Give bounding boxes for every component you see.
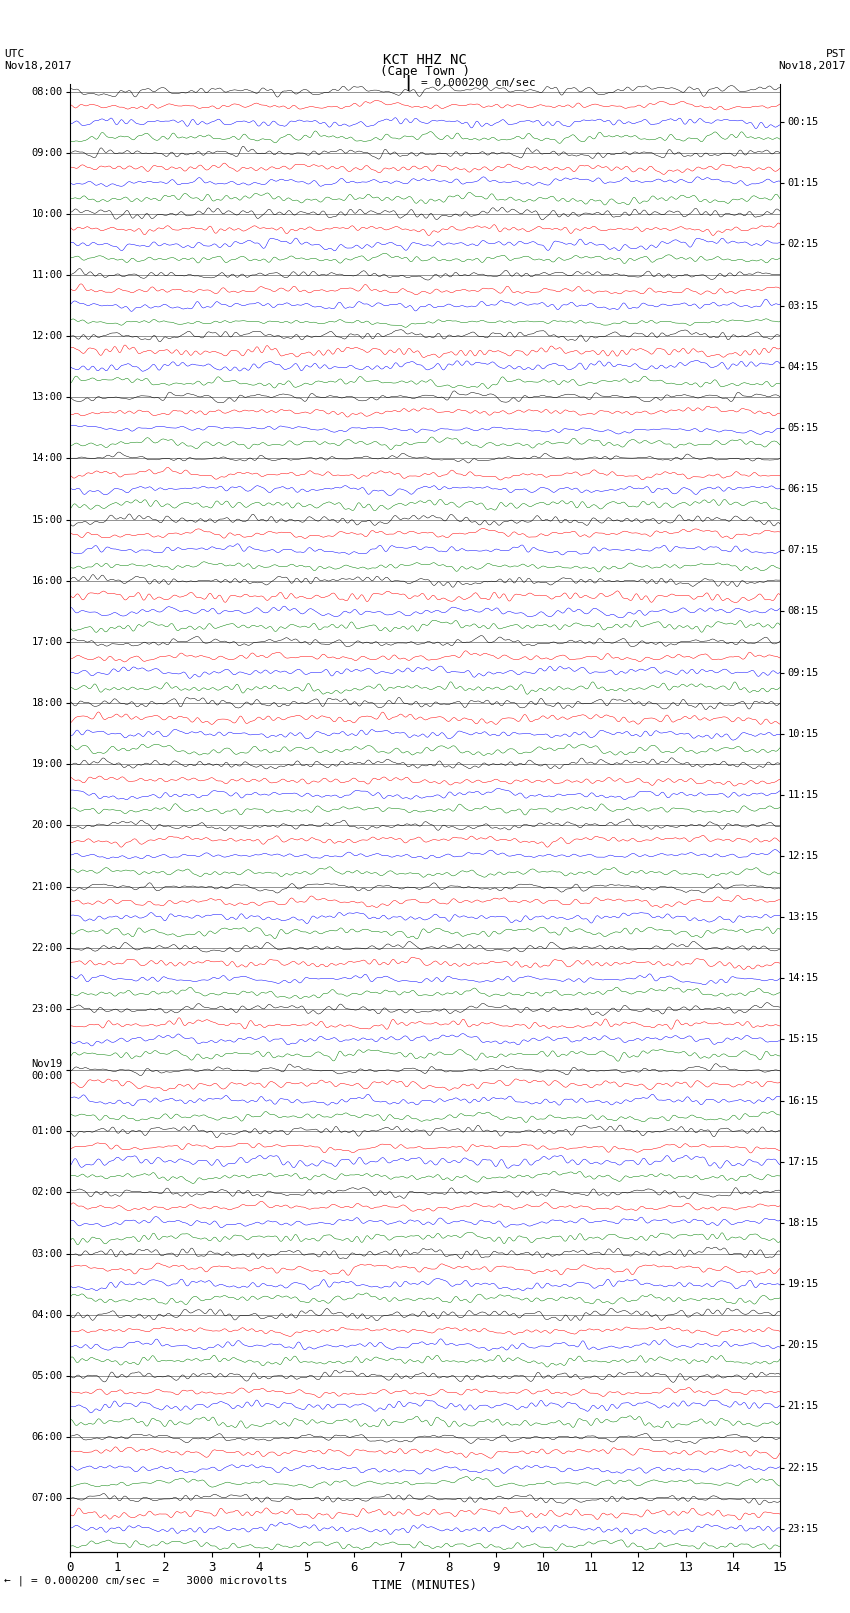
Text: = 0.000200 cm/sec: = 0.000200 cm/sec (421, 77, 536, 87)
Text: |: | (404, 74, 412, 90)
Text: (Cape Town ): (Cape Town ) (380, 65, 470, 79)
Text: UTC: UTC (4, 48, 25, 60)
Text: PST: PST (825, 48, 846, 60)
Text: ← | = 0.000200 cm/sec =    3000 microvolts: ← | = 0.000200 cm/sec = 3000 microvolts (4, 1576, 288, 1586)
Text: KCT HHZ NC: KCT HHZ NC (383, 53, 467, 68)
Text: Nov18,2017: Nov18,2017 (4, 61, 71, 71)
Text: Nov18,2017: Nov18,2017 (779, 61, 846, 71)
X-axis label: TIME (MINUTES): TIME (MINUTES) (372, 1579, 478, 1592)
